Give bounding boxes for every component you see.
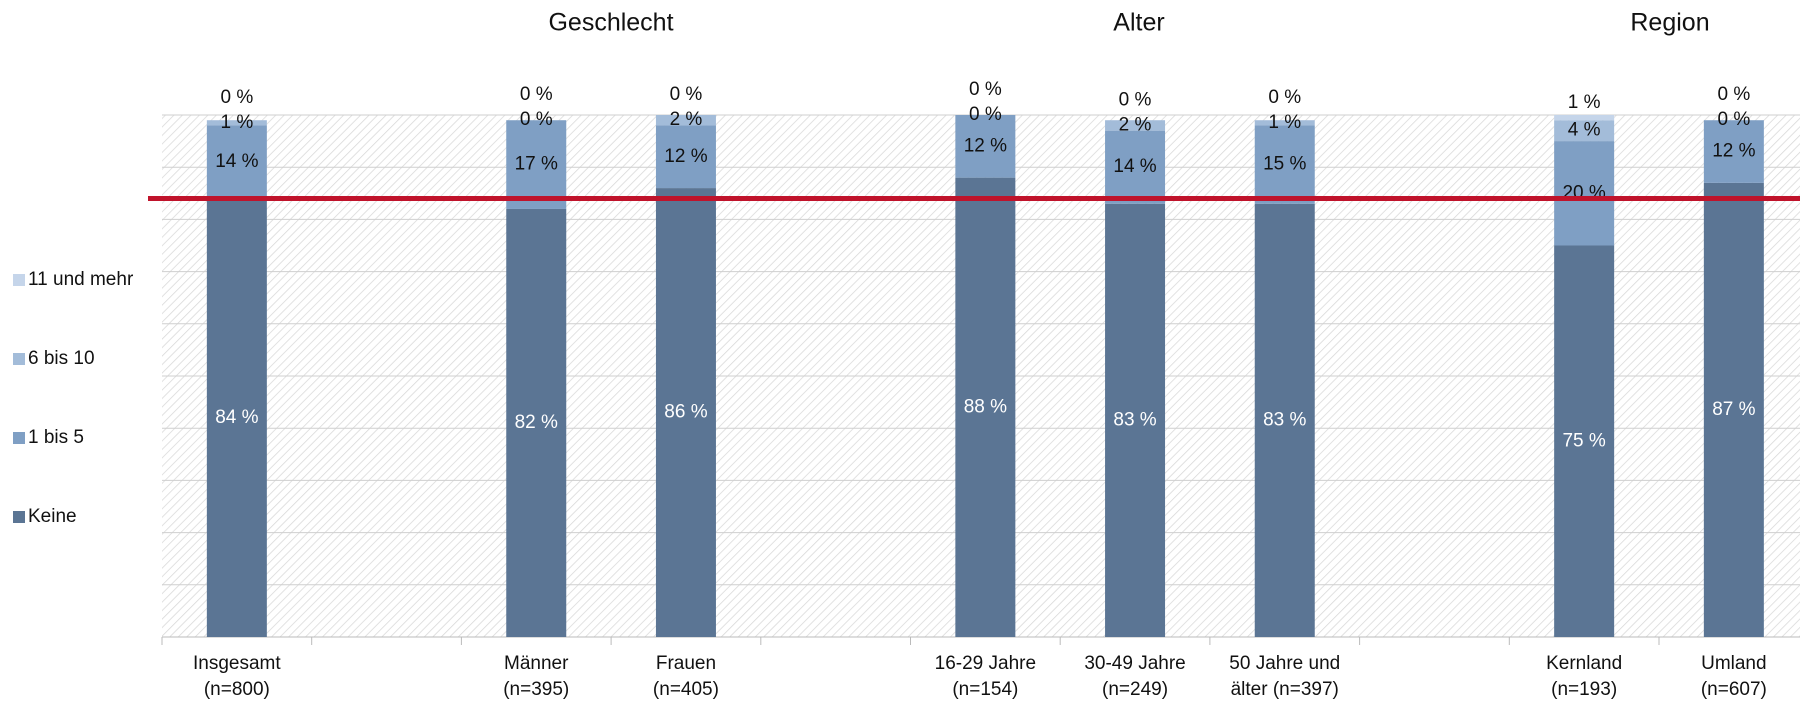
value-label: 84 % xyxy=(215,407,258,428)
x-tick-label: Kernland xyxy=(1546,653,1622,674)
bar-segment xyxy=(655,115,716,126)
value-label: 2 % xyxy=(1119,114,1152,135)
bar-segment xyxy=(955,177,1016,637)
value-label: 1 % xyxy=(220,112,253,133)
legend-swatch xyxy=(13,274,25,286)
value-label: 4 % xyxy=(1568,120,1601,141)
legend-label: Keine xyxy=(28,506,77,527)
x-tick-label: (n=154) xyxy=(952,679,1018,700)
bar-segment xyxy=(655,188,716,637)
value-label: 2 % xyxy=(670,109,703,130)
x-tick-label: (n=607) xyxy=(1701,679,1767,700)
value-label: 87 % xyxy=(1712,399,1755,420)
x-tick-label: (n=405) xyxy=(653,679,719,700)
bar-segment xyxy=(1554,120,1615,142)
value-label: 1 % xyxy=(1268,112,1301,133)
value-label: 88 % xyxy=(964,396,1007,417)
bar-segment xyxy=(1254,203,1315,638)
bar-segment xyxy=(955,115,1016,178)
bar-segment xyxy=(1554,115,1615,121)
bar-segment xyxy=(655,125,716,189)
x-tick-label: (n=193) xyxy=(1551,679,1617,700)
value-label: 12 % xyxy=(1712,141,1755,162)
value-label: 1 % xyxy=(1568,92,1601,113)
value-label: 14 % xyxy=(1113,156,1156,177)
legend-label: 6 bis 10 xyxy=(28,348,95,369)
value-label: 0 % xyxy=(220,87,253,108)
x-tick-label: (n=395) xyxy=(503,679,569,700)
x-tick-label: Umland xyxy=(1701,653,1766,674)
value-label: 83 % xyxy=(1113,409,1156,430)
value-label: 0 % xyxy=(969,79,1002,100)
value-label: 0 % xyxy=(969,104,1002,125)
legend-label: 11 und mehr xyxy=(28,269,134,290)
bar-segment xyxy=(1703,182,1764,638)
legend-swatch xyxy=(13,432,25,444)
legend-label: 1 bis 5 xyxy=(28,427,84,448)
x-tick-label: Insgesamt xyxy=(193,653,281,674)
value-label: 75 % xyxy=(1562,430,1605,451)
x-tick-label: 50 Jahre und xyxy=(1229,653,1340,674)
bar-segment xyxy=(1703,120,1764,183)
bar-segment xyxy=(1554,141,1615,246)
x-tick-label: 30-49 Jahre xyxy=(1084,653,1185,674)
x-tick-label: (n=249) xyxy=(1102,679,1168,700)
bar-segment xyxy=(1105,130,1166,204)
value-label: 0 % xyxy=(520,84,553,105)
value-label: 15 % xyxy=(1263,154,1306,175)
x-tick-label: (n=800) xyxy=(204,679,270,700)
bar-segment xyxy=(1105,120,1166,131)
legend-swatch xyxy=(13,511,25,523)
bar-segment xyxy=(206,198,267,637)
group-header: Geschlecht xyxy=(548,9,673,37)
legend-swatch xyxy=(13,353,25,365)
value-label: 0 % xyxy=(1119,89,1152,110)
bar-segment xyxy=(1254,125,1315,204)
bar-segment xyxy=(206,120,267,126)
x-tick-label: 16-29 Jahre xyxy=(935,653,1036,674)
x-tick-label: älter (n=397) xyxy=(1231,679,1339,700)
group-header: Region xyxy=(1630,9,1709,37)
bar-segment xyxy=(1254,120,1315,126)
bar-segment xyxy=(1554,245,1615,637)
bar-segment xyxy=(206,125,267,199)
value-label: 14 % xyxy=(215,151,258,172)
x-tick-label: Frauen xyxy=(656,653,716,674)
value-label: 0 % xyxy=(1717,84,1750,105)
value-label: 12 % xyxy=(964,135,1007,156)
value-label: 12 % xyxy=(664,146,707,167)
value-label: 82 % xyxy=(515,412,558,433)
group-header: Alter xyxy=(1113,9,1164,37)
bar-segment xyxy=(1105,203,1166,638)
value-label: 83 % xyxy=(1263,409,1306,430)
value-label: 0 % xyxy=(520,109,553,130)
value-label: 86 % xyxy=(664,402,707,423)
bar-segment xyxy=(506,120,567,209)
bar-segment xyxy=(506,208,567,637)
value-label: 0 % xyxy=(1268,87,1301,108)
value-label: 0 % xyxy=(670,84,703,105)
x-tick-label: Männer xyxy=(504,653,569,674)
value-label: 0 % xyxy=(1717,109,1750,130)
value-label: 17 % xyxy=(515,154,558,175)
